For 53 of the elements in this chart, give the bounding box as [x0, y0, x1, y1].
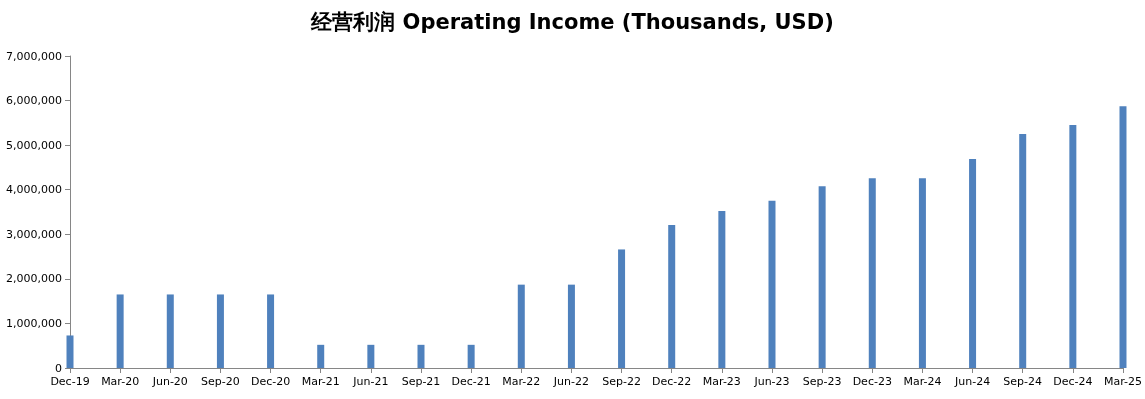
bar: [66, 335, 74, 368]
bar: [768, 200, 776, 368]
x-tick-label: Jun-21: [352, 375, 389, 388]
x-tick-label: Dec-22: [652, 375, 692, 388]
bar: [969, 158, 977, 368]
x-tick-label: Jun-20: [151, 375, 188, 388]
x-tick-label: Dec-23: [852, 375, 892, 388]
x-tick-label: Mar-22: [502, 375, 541, 388]
x-tick-label: Sep-21: [401, 375, 441, 388]
bar: [216, 294, 224, 368]
bar: [1069, 125, 1077, 368]
bar: [718, 211, 726, 368]
x-tick-label: Dec-19: [50, 375, 90, 388]
x-tick-label: Mar-21: [301, 375, 340, 388]
bar: [467, 344, 475, 368]
x-tick-label: Mar-24: [903, 375, 942, 388]
y-tick-label: 0: [55, 361, 62, 375]
x-tick-label: Dec-21: [451, 375, 491, 388]
bar: [818, 186, 826, 368]
y-tick-label: 1,000,000: [6, 316, 62, 330]
x-tick-label: Jun-24: [953, 375, 991, 388]
y-tick-label: 4,000,000: [6, 183, 62, 197]
y-tick-label: 7,000,000: [6, 49, 62, 63]
bar: [267, 294, 275, 368]
y-tick-label: 3,000,000: [6, 227, 62, 241]
y-tick-label: 5,000,000: [6, 138, 62, 152]
x-tick-label: Mar-20: [101, 375, 140, 388]
x-tick-label: Dec-20: [250, 375, 291, 388]
bar: [1119, 106, 1127, 368]
bar: [517, 284, 525, 368]
bar: [367, 344, 375, 368]
x-tick-label: Mar-25: [1103, 375, 1143, 388]
y-tick-label: 6,000,000: [6, 94, 62, 108]
bar: [868, 178, 876, 368]
x-tick-label: Dec-24: [1053, 375, 1093, 388]
bar: [1019, 134, 1027, 368]
y-tick-label: 2,000,000: [6, 272, 62, 286]
x-tick-label: Sep-24: [1003, 375, 1043, 388]
bar: [417, 344, 425, 368]
chart-title: 经营利润 Operating Income (Thousands, USD): [310, 9, 834, 34]
bar: [116, 294, 124, 368]
x-tick-label: Sep-22: [602, 375, 641, 388]
bar: [918, 178, 926, 368]
bar: [567, 284, 575, 368]
x-tick-label: Sep-20: [201, 375, 240, 388]
x-tick-label: Mar-23: [702, 375, 741, 388]
x-tick-label: Jun-22: [552, 375, 589, 388]
bar: [668, 224, 676, 368]
bar: [166, 294, 174, 368]
bar: [317, 344, 325, 368]
x-tick-label: Jun-23: [753, 375, 790, 388]
bar: [618, 249, 626, 368]
x-tick-label: Sep-23: [802, 375, 842, 388]
